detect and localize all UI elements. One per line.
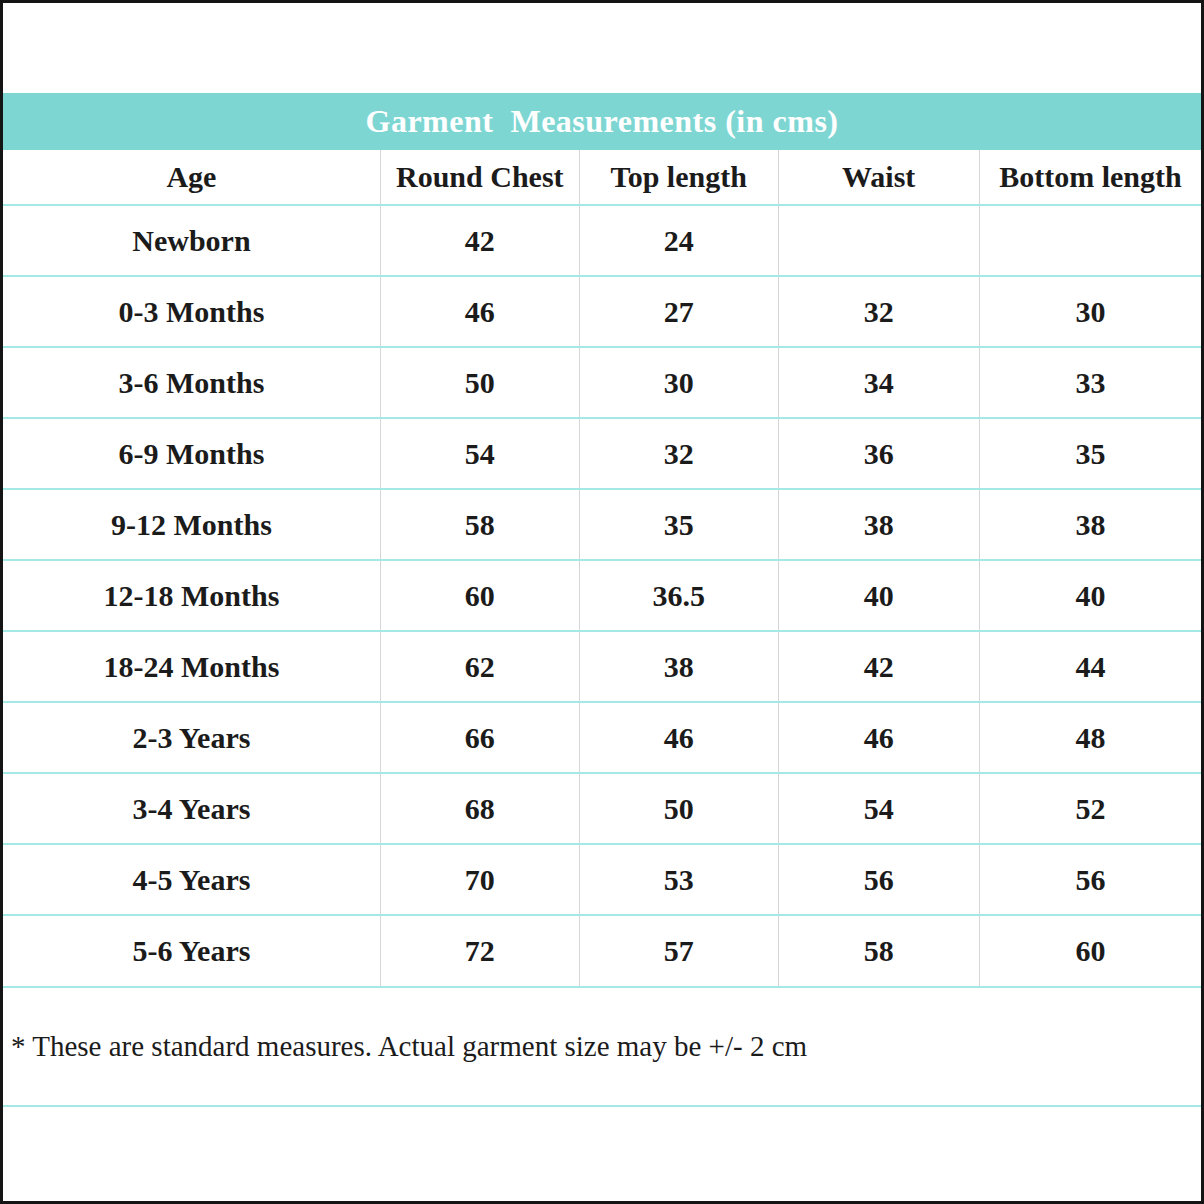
table-cell-top-length: 24 bbox=[579, 205, 778, 276]
table-row: 3-4 Years68505452 bbox=[3, 773, 1201, 844]
table-cell-top-length: 27 bbox=[579, 276, 778, 347]
table-cell-top-length: 36.5 bbox=[579, 560, 778, 631]
column-header-waist: Waist bbox=[778, 150, 979, 205]
table-row: 4-5 Years70535656 bbox=[3, 844, 1201, 915]
table-cell-waist: 42 bbox=[778, 631, 979, 702]
table-cell-round-chest: 50 bbox=[380, 347, 579, 418]
table-cell-age: 6-9 Months bbox=[3, 418, 380, 489]
table-cell-bottom-length: 38 bbox=[979, 489, 1201, 560]
table-cell-top-length: 38 bbox=[579, 631, 778, 702]
bottom-spacer bbox=[3, 1105, 1201, 1201]
table-cell-age: 2-3 Years bbox=[3, 702, 380, 773]
table-cell-round-chest: 72 bbox=[380, 915, 579, 986]
table-row: 18-24 Months62384244 bbox=[3, 631, 1201, 702]
table-row: 3-6 Months50303433 bbox=[3, 347, 1201, 418]
column-header-age: Age bbox=[3, 150, 380, 205]
table-cell-waist: 56 bbox=[778, 844, 979, 915]
table-cell-round-chest: 54 bbox=[380, 418, 579, 489]
table-cell-bottom-length: 35 bbox=[979, 418, 1201, 489]
footnote-text: * These are standard measures. Actual ga… bbox=[11, 1030, 807, 1063]
table-cell-age: 3-6 Months bbox=[3, 347, 380, 418]
table-cell-age: 5-6 Years bbox=[3, 915, 380, 986]
table-cell-waist bbox=[778, 205, 979, 276]
table-cell-waist: 46 bbox=[778, 702, 979, 773]
table-cell-waist: 54 bbox=[778, 773, 979, 844]
table-cell-top-length: 46 bbox=[579, 702, 778, 773]
table-cell-round-chest: 70 bbox=[380, 844, 579, 915]
table-cell-top-length: 53 bbox=[579, 844, 778, 915]
table-cell-age: 3-4 Years bbox=[3, 773, 380, 844]
column-header-round-chest: Round Chest bbox=[380, 150, 579, 205]
size-chart-frame: Garment Measurements (in cms) AgeRound C… bbox=[0, 0, 1204, 1204]
table-title: Garment Measurements (in cms) bbox=[366, 103, 839, 140]
table-cell-round-chest: 58 bbox=[380, 489, 579, 560]
table-cell-bottom-length: 30 bbox=[979, 276, 1201, 347]
table-cell-top-length: 57 bbox=[579, 915, 778, 986]
table-cell-bottom-length: 60 bbox=[979, 915, 1201, 986]
table-cell-waist: 34 bbox=[778, 347, 979, 418]
table-cell-bottom-length: 40 bbox=[979, 560, 1201, 631]
table-cell-waist: 38 bbox=[778, 489, 979, 560]
table-cell-bottom-length: 44 bbox=[979, 631, 1201, 702]
table-cell-age: 9-12 Months bbox=[3, 489, 380, 560]
table-cell-round-chest: 60 bbox=[380, 560, 579, 631]
table-cell-top-length: 32 bbox=[579, 418, 778, 489]
table-cell-round-chest: 46 bbox=[380, 276, 579, 347]
table-cell-top-length: 30 bbox=[579, 347, 778, 418]
table-cell-age: 18-24 Months bbox=[3, 631, 380, 702]
table-cell-bottom-length: 56 bbox=[979, 844, 1201, 915]
table-cell-waist: 40 bbox=[778, 560, 979, 631]
table-cell-top-length: 35 bbox=[579, 489, 778, 560]
table-cell-age: 12-18 Months bbox=[3, 560, 380, 631]
table-cell-bottom-length: 48 bbox=[979, 702, 1201, 773]
table-cell-round-chest: 42 bbox=[380, 205, 579, 276]
footnote: * These are standard measures. Actual ga… bbox=[3, 986, 1201, 1105]
table-cell-round-chest: 68 bbox=[380, 773, 579, 844]
table-row: 5-6 Years72575860 bbox=[3, 915, 1201, 986]
table-row: 2-3 Years66464648 bbox=[3, 702, 1201, 773]
table-row: 0-3 Months46273230 bbox=[3, 276, 1201, 347]
table-header-row: AgeRound ChestTop lengthWaistBottom leng… bbox=[3, 150, 1201, 205]
table-cell-round-chest: 66 bbox=[380, 702, 579, 773]
table-cell-waist: 36 bbox=[778, 418, 979, 489]
table-cell-bottom-length: 52 bbox=[979, 773, 1201, 844]
table-cell-age: 4-5 Years bbox=[3, 844, 380, 915]
table-row: 6-9 Months54323635 bbox=[3, 418, 1201, 489]
table-row: 12-18 Months6036.54040 bbox=[3, 560, 1201, 631]
measurements-table: AgeRound ChestTop lengthWaistBottom leng… bbox=[3, 150, 1201, 986]
table-cell-round-chest: 62 bbox=[380, 631, 579, 702]
table-cell-age: 0-3 Months bbox=[3, 276, 380, 347]
column-header-top-length: Top length bbox=[579, 150, 778, 205]
column-header-bottom-length: Bottom length bbox=[979, 150, 1201, 205]
table-cell-bottom-length bbox=[979, 205, 1201, 276]
table-cell-waist: 32 bbox=[778, 276, 979, 347]
top-spacer bbox=[3, 3, 1201, 93]
table-cell-waist: 58 bbox=[778, 915, 979, 986]
table-title-band: Garment Measurements (in cms) bbox=[3, 93, 1201, 150]
table-cell-top-length: 50 bbox=[579, 773, 778, 844]
table-row: Newborn4224 bbox=[3, 205, 1201, 276]
table-cell-bottom-length: 33 bbox=[979, 347, 1201, 418]
table-header: AgeRound ChestTop lengthWaistBottom leng… bbox=[3, 150, 1201, 205]
table-row: 9-12 Months58353838 bbox=[3, 489, 1201, 560]
table-cell-age: Newborn bbox=[3, 205, 380, 276]
table-body: Newborn42240-3 Months462732303-6 Months5… bbox=[3, 205, 1201, 986]
